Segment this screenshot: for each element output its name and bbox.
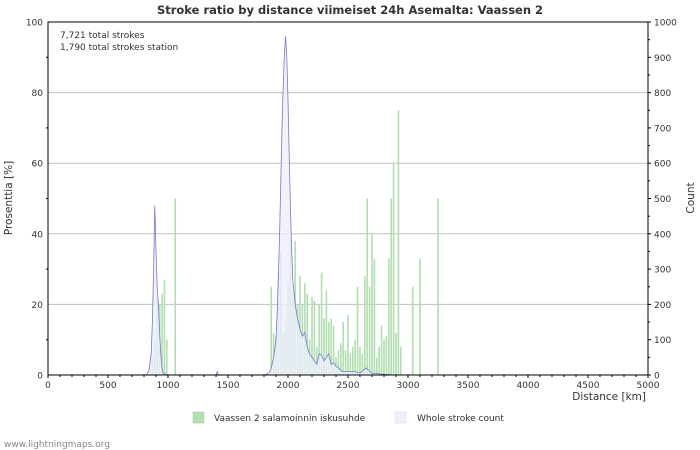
ratio-bar-37 bbox=[339, 343, 342, 375]
ratio-bar-7 bbox=[174, 198, 177, 375]
ratio-bar-43 bbox=[354, 339, 357, 375]
ratio-bar-54 bbox=[380, 325, 383, 375]
ratio-bar-8 bbox=[270, 286, 273, 375]
ratio-bar-31 bbox=[325, 290, 328, 375]
ratio-bar-44 bbox=[356, 286, 359, 375]
y-right-tick-label-7: 700 bbox=[654, 124, 671, 134]
ratio-bar-57 bbox=[387, 258, 390, 375]
chart-title: Stroke ratio by distance viimeiset 24h A… bbox=[157, 3, 543, 17]
ratio-bar-62 bbox=[399, 346, 402, 375]
stroke-count-area bbox=[144, 36, 444, 376]
ratio-bar-50 bbox=[371, 233, 373, 375]
x-tick-label-8: 4000 bbox=[517, 381, 540, 391]
ratio-bar-4 bbox=[161, 293, 163, 375]
y-right-tick-label-9: 900 bbox=[654, 54, 671, 64]
ratio-bar-26 bbox=[313, 300, 316, 375]
y-right-tick-label-8: 800 bbox=[654, 89, 671, 99]
y-right-tick-label-10: 1000 bbox=[654, 19, 677, 29]
ratio-bar-23 bbox=[306, 293, 309, 375]
ratio-bar-52 bbox=[375, 357, 378, 375]
x-tick-label-7: 3500 bbox=[457, 381, 480, 391]
ratio-bar-58 bbox=[390, 198, 393, 375]
legend-label-ratio: Vaassen 2 salamoinnin iskusuhde bbox=[214, 414, 366, 424]
y-left-tick-label-4: 80 bbox=[32, 89, 44, 99]
y-left-tick-label-0: 0 bbox=[37, 372, 43, 382]
y-left-tick-label-5: 100 bbox=[26, 19, 43, 29]
y-axis-left-label: Prosenttia [%] bbox=[3, 161, 15, 235]
plot-area bbox=[47, 21, 649, 376]
stroke-count-line bbox=[144, 36, 444, 376]
y-right-tick-label-2: 200 bbox=[654, 301, 671, 311]
ratio-bar-51 bbox=[373, 258, 376, 375]
ratio-bar-30 bbox=[323, 318, 325, 375]
ratio-bar-25 bbox=[311, 297, 313, 375]
ratio-bar-49 bbox=[368, 286, 371, 375]
ratio-bar-20 bbox=[299, 276, 301, 375]
ratio-bar-48 bbox=[366, 198, 369, 375]
y-axis-right-label: Count bbox=[685, 182, 697, 213]
x-tick-label-0: 0 bbox=[45, 381, 51, 391]
y-left-tick-label-2: 40 bbox=[32, 230, 44, 240]
x-tick-label-3: 1500 bbox=[217, 381, 240, 391]
ratio-bar-66 bbox=[437, 198, 439, 375]
ratio-bar-46 bbox=[361, 353, 364, 375]
ratio-bar-53 bbox=[378, 346, 381, 375]
ratio-bar-33 bbox=[330, 318, 333, 375]
ratio-bar-28 bbox=[318, 304, 321, 375]
x-tick-label-1: 500 bbox=[99, 381, 116, 391]
ratio-bar-64 bbox=[411, 286, 414, 375]
y-left-tick-label-3: 60 bbox=[32, 160, 44, 170]
ratio-bar-40 bbox=[347, 314, 349, 375]
ratio-bar-55 bbox=[383, 339, 385, 375]
stroke-count-area-fill bbox=[144, 36, 444, 376]
ratio-bar-22 bbox=[303, 283, 306, 375]
ratio-bar-9 bbox=[272, 332, 275, 375]
y-right-tick-label-1: 100 bbox=[654, 336, 671, 346]
legend-swatch-count bbox=[394, 411, 407, 424]
ratio-bar-6 bbox=[165, 339, 168, 375]
y-right-tick-label-6: 600 bbox=[654, 160, 671, 170]
annotation-station-strokes: 1,790 total strokes station bbox=[60, 43, 178, 53]
ratio-bar-39 bbox=[344, 350, 347, 375]
x-tick-label-9: 4500 bbox=[577, 381, 600, 391]
y-right-tick-label-4: 400 bbox=[654, 230, 671, 240]
ratio-bar-65 bbox=[419, 258, 421, 375]
legend: Vaassen 2 salamoinnin iskusuhde Whole st… bbox=[192, 411, 504, 424]
axes: 0204060801000100200300400500600700800900… bbox=[26, 19, 677, 392]
ratio-bar-34 bbox=[332, 325, 335, 375]
gridlines bbox=[48, 92, 648, 305]
ratio-bar-60 bbox=[395, 332, 397, 375]
ratio-bar-36 bbox=[337, 350, 340, 375]
legend-swatch-ratio bbox=[192, 411, 205, 424]
ratio-bar-61 bbox=[397, 110, 400, 375]
ratio-bar-32 bbox=[327, 322, 330, 375]
legend-label-count: Whole stroke count bbox=[417, 414, 504, 424]
x-axis-label: Distance [km] bbox=[572, 391, 646, 403]
ratio-bar-42 bbox=[351, 346, 354, 375]
footer-credit: www.lightningmaps.org bbox=[4, 440, 110, 450]
ratio-bar-47 bbox=[363, 276, 366, 375]
ratio-bar-5 bbox=[163, 279, 166, 375]
x-tick-label-5: 2500 bbox=[337, 381, 360, 391]
ratio-bar-56 bbox=[385, 336, 388, 375]
y-left-tick-label-1: 20 bbox=[32, 301, 44, 311]
ratio-bar-45 bbox=[359, 346, 361, 375]
annotation-total-strokes: 7,721 total strokes bbox=[60, 31, 145, 41]
x-tick-label-2: 1000 bbox=[157, 381, 180, 391]
x-tick-label-4: 2000 bbox=[277, 381, 300, 391]
x-tick-label-6: 3000 bbox=[397, 381, 420, 391]
ratio-bar-41 bbox=[349, 353, 352, 375]
y-right-tick-label-0: 0 bbox=[654, 372, 660, 382]
ratio-bar-38 bbox=[342, 322, 345, 375]
ratio-bar-27 bbox=[315, 346, 318, 375]
y-right-tick-label-3: 300 bbox=[654, 266, 671, 276]
x-tick-label-10: 5000 bbox=[637, 381, 660, 391]
ratio-bar-59 bbox=[392, 163, 395, 375]
y-right-tick-label-5: 500 bbox=[654, 195, 671, 205]
ratio-bar-29 bbox=[320, 272, 323, 375]
